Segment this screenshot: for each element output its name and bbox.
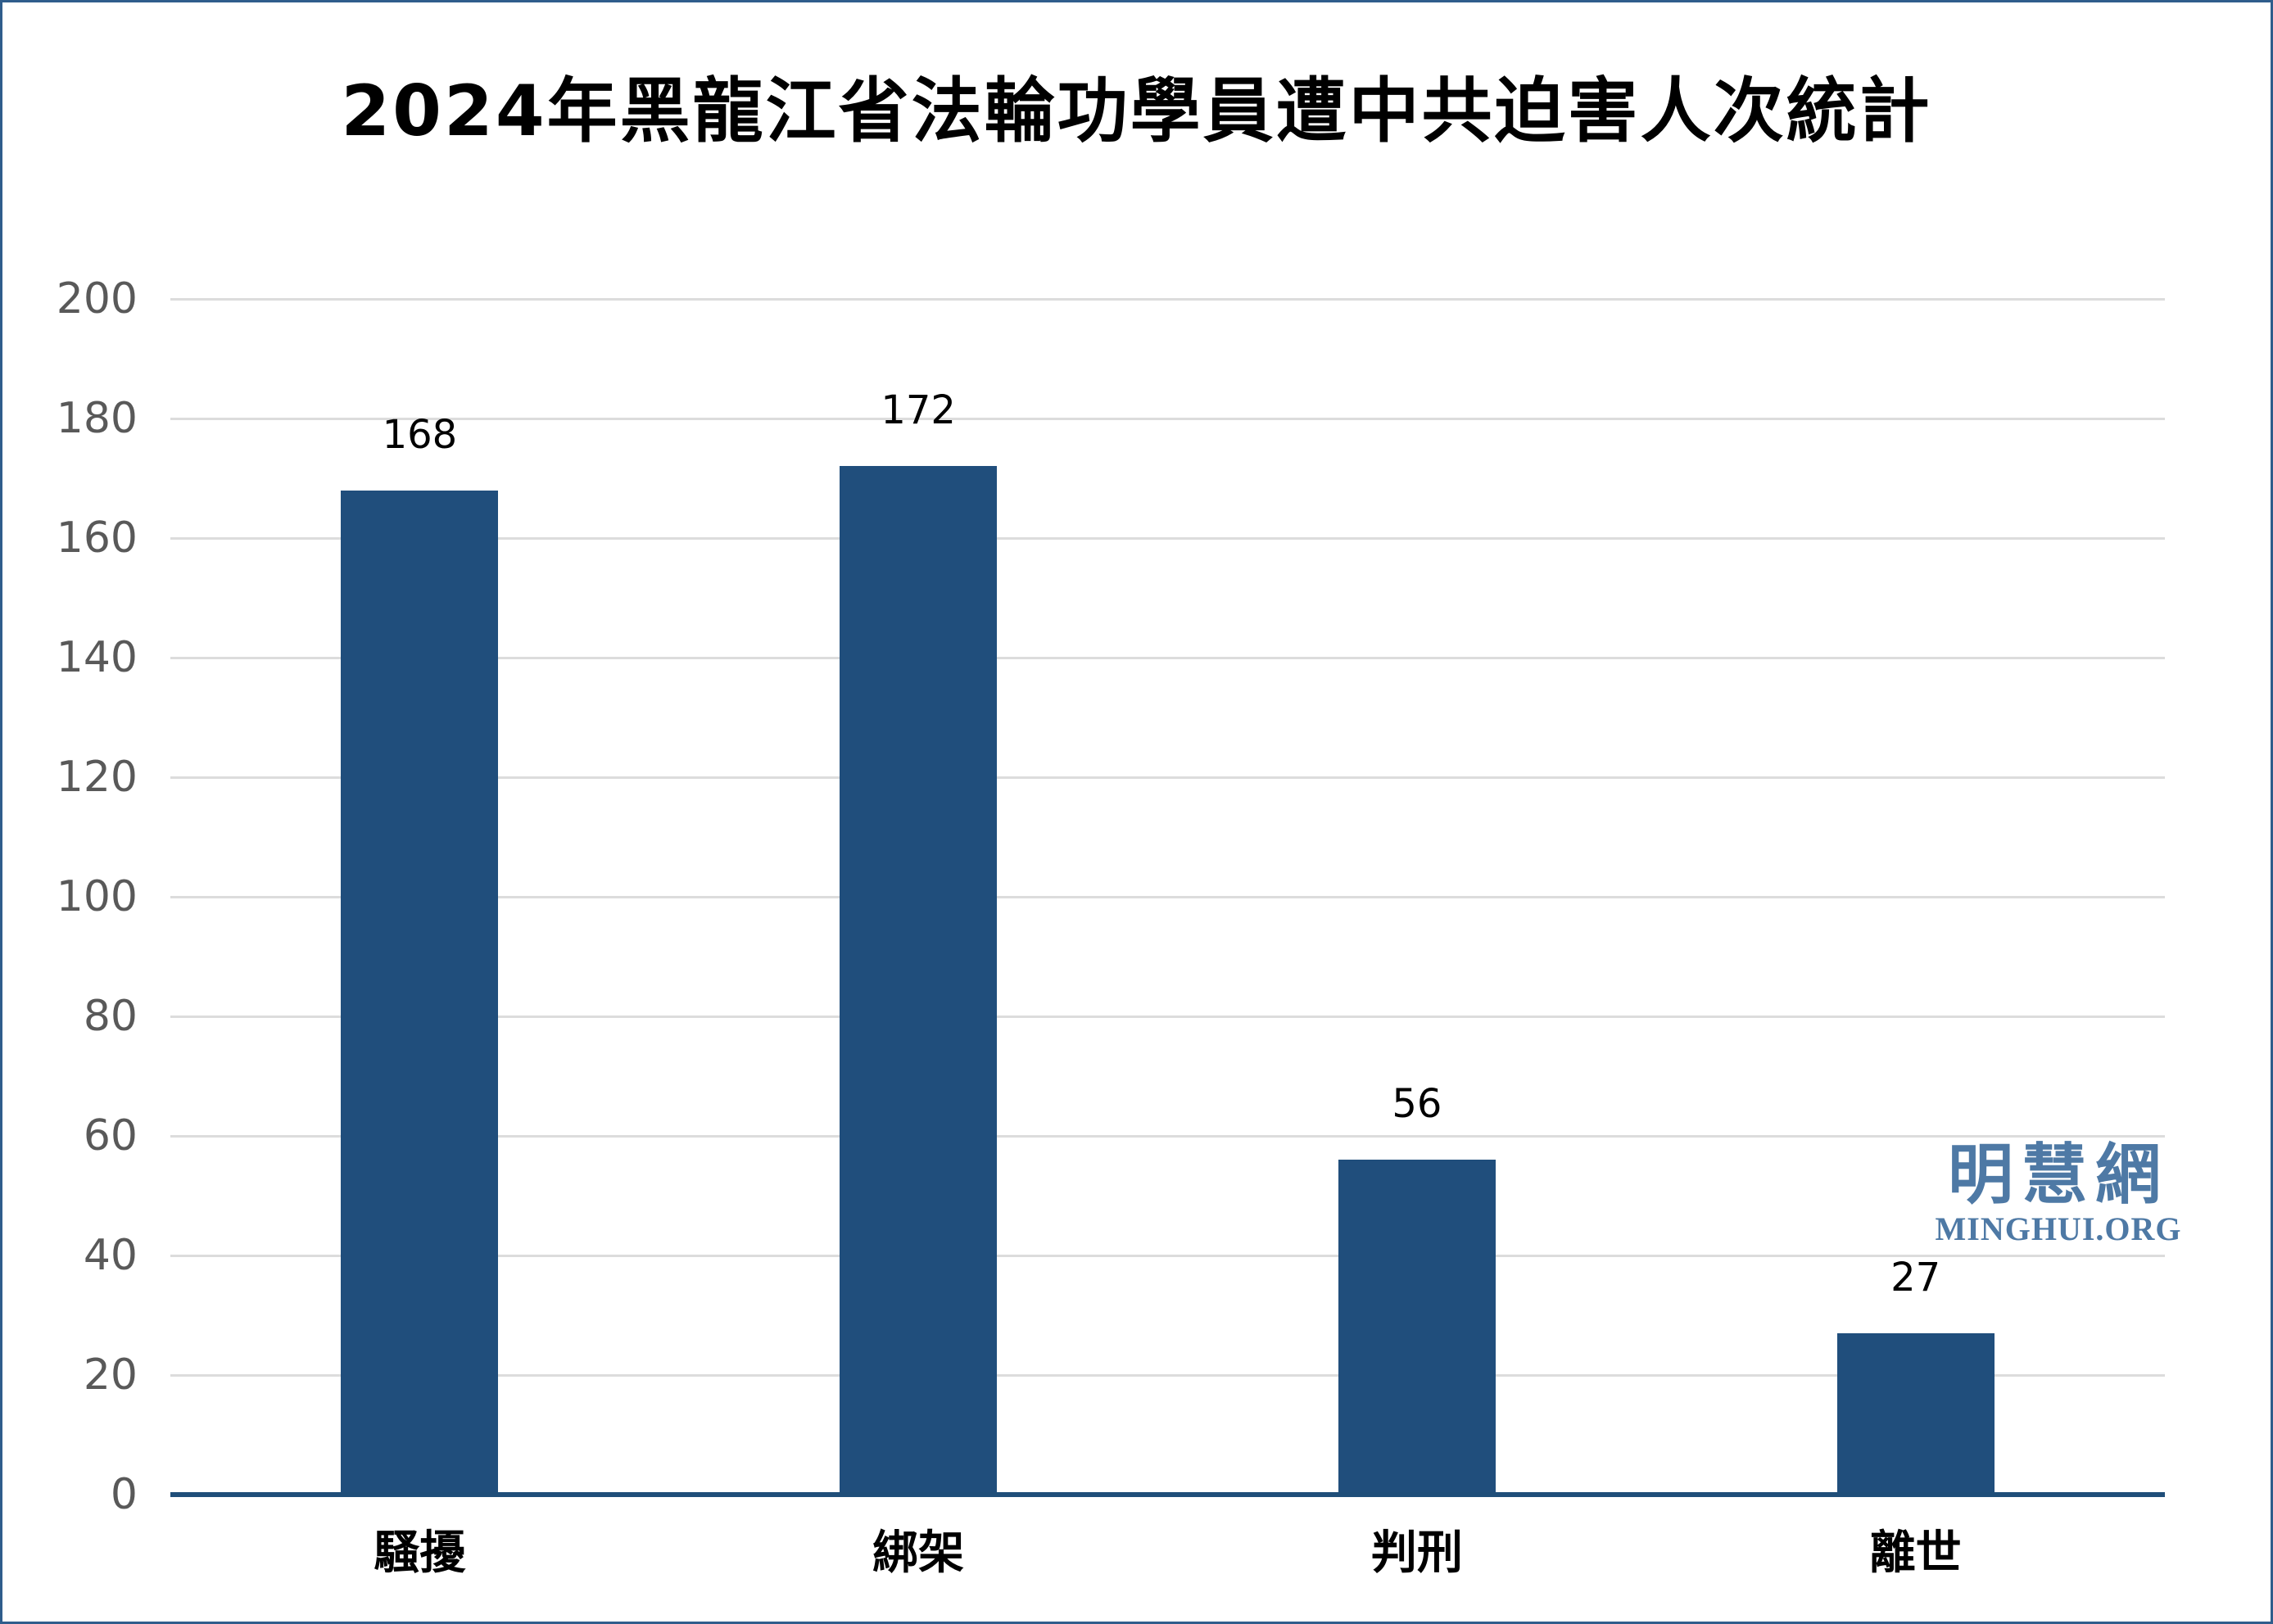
y-gridline-140 <box>170 656 2165 659</box>
minghui-watermark: 明慧網 MINGHUI.ORG <box>1903 1142 2214 1247</box>
y-tick-label-140: 140 <box>56 633 138 682</box>
x-category-label-判刑: 判刑 <box>1370 1527 1463 1580</box>
bar-判刑 <box>1338 1160 1496 1495</box>
bar-value-label-騷擾: 168 <box>382 411 458 458</box>
x-axis-baseline <box>170 1492 2165 1497</box>
x-category-label-騷擾: 騷擾 <box>374 1527 466 1580</box>
bar-value-label-判刑: 56 <box>1392 1081 1442 1128</box>
y-gridline-60 <box>170 1134 2165 1138</box>
y-gridline-160 <box>170 536 2165 540</box>
y-tick-label-200: 200 <box>56 274 138 323</box>
bar-綁架 <box>840 466 998 1495</box>
x-category-label-綁架: 綁架 <box>872 1527 965 1580</box>
y-tick-label-160: 160 <box>56 513 138 563</box>
y-tick-label-40: 40 <box>83 1231 138 1280</box>
bar-離世 <box>1836 1332 1995 1495</box>
y-gridline-80 <box>170 1015 2165 1018</box>
x-category-label-離世: 離世 <box>1869 1527 1962 1580</box>
y-gridline-180 <box>170 417 2165 420</box>
y-tick-label-60: 60 <box>83 1111 138 1160</box>
y-gridline-200 <box>170 297 2165 301</box>
bar-value-label-綁架: 172 <box>881 387 956 434</box>
y-tick-label-180: 180 <box>56 394 138 443</box>
y-tick-label-80: 80 <box>83 992 138 1041</box>
y-gridline-120 <box>170 776 2165 779</box>
y-gridline-100 <box>170 895 2165 898</box>
y-tick-label-0: 0 <box>110 1470 138 1519</box>
watermark-latin-text: MINGHUI.ORG <box>1935 1210 2182 1247</box>
y-gridline-20 <box>170 1373 2165 1377</box>
bar-騷擾 <box>341 490 499 1495</box>
y-gridline-40 <box>170 1254 2165 1257</box>
watermark-cjk-text: 明慧網 <box>1948 1137 2169 1213</box>
y-tick-label-100: 100 <box>56 872 138 921</box>
y-tick-label-20: 20 <box>83 1350 138 1400</box>
bar-value-label-離世: 27 <box>1890 1254 1941 1301</box>
y-tick-label-120: 120 <box>56 753 138 802</box>
chart-title: 2024年黑龍江省法輪功學員遭中共迫害人次統計 <box>341 70 1932 152</box>
